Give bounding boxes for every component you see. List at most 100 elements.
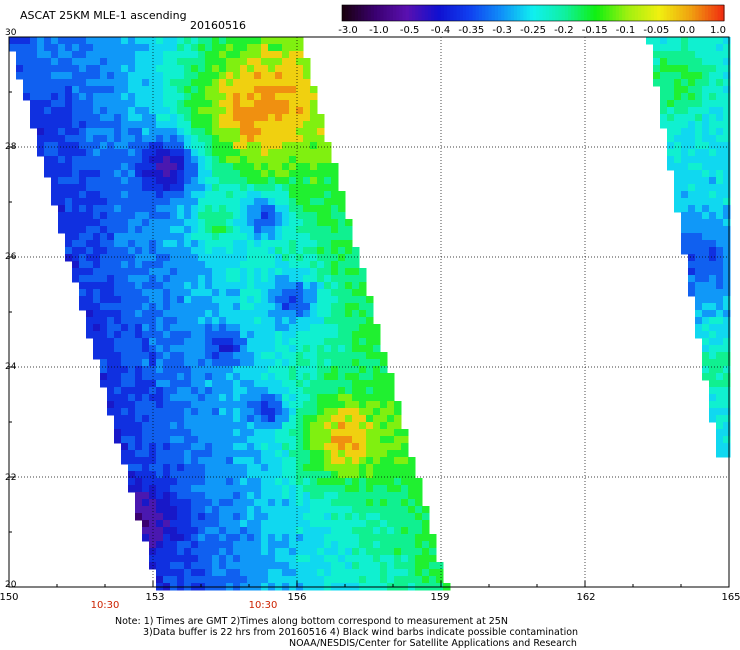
- swath-cell: [44, 107, 52, 115]
- swath-cell: [275, 184, 283, 192]
- swath-cell: [380, 520, 388, 528]
- swath-cell: [282, 576, 290, 584]
- swath-cell: [149, 233, 157, 241]
- swath-cell: [226, 79, 234, 87]
- swath-cell: [233, 149, 241, 157]
- swath-cell: [114, 37, 122, 45]
- swath-cell: [72, 149, 80, 157]
- swath-cell: [338, 366, 346, 374]
- swath-cell: [723, 247, 731, 255]
- swath-cell: [100, 58, 108, 66]
- swath-cell: [142, 527, 150, 535]
- swath-cell: [380, 506, 388, 514]
- swath-cell: [338, 492, 346, 500]
- swath-cell: [695, 261, 703, 269]
- swath-cell: [170, 149, 178, 157]
- swath-cell: [352, 478, 360, 486]
- swath-cell: [156, 219, 164, 227]
- swath-cell: [205, 142, 213, 150]
- swath-cell: [177, 247, 185, 255]
- colorbar-segment: [447, 5, 451, 21]
- swath-cell: [268, 569, 276, 577]
- swath-cell: [338, 345, 346, 353]
- swath-cell: [653, 79, 661, 87]
- swath-cell: [268, 457, 276, 465]
- swath-cell: [177, 268, 185, 276]
- swath-cell: [198, 310, 206, 318]
- swath-cell: [205, 562, 213, 570]
- swath-cell: [240, 415, 248, 423]
- swath-cell: [219, 352, 227, 360]
- swath-cell: [366, 324, 374, 332]
- swath-cell: [184, 576, 192, 584]
- swath-cell: [233, 534, 241, 542]
- swath-cell: [212, 240, 220, 248]
- swath-cell: [114, 212, 122, 220]
- swath-cell: [275, 338, 283, 346]
- colorbar-segment: [427, 5, 432, 21]
- swath-cell: [163, 499, 171, 507]
- swath-cell: [163, 443, 171, 451]
- swath-cell: [156, 478, 164, 486]
- swath-cell: [345, 443, 353, 451]
- swath-cell: [107, 184, 115, 192]
- swath-cell: [331, 233, 339, 241]
- swath-cell: [387, 401, 395, 409]
- swath-cell: [310, 163, 318, 171]
- swath-cell: [212, 37, 220, 45]
- swath-cell: [72, 135, 80, 143]
- swath-cell: [205, 226, 213, 234]
- swath-cell: [121, 219, 129, 227]
- swath-cell: [254, 464, 262, 472]
- swath-cell: [121, 387, 129, 395]
- swath-cell: [681, 44, 689, 52]
- swath-cell: [135, 352, 143, 360]
- swath-cell: [198, 541, 206, 549]
- swath-cell: [394, 422, 402, 430]
- swath-cell: [310, 198, 318, 206]
- swath-cell: [254, 436, 262, 444]
- swath-cell: [44, 44, 52, 52]
- swath-cell: [352, 443, 360, 451]
- graticule: [9, 37, 729, 587]
- swath-cell: [275, 562, 283, 570]
- swath-cell: [191, 513, 199, 521]
- swath-cell: [352, 569, 360, 577]
- swath-cell: [142, 226, 150, 234]
- swath-cell: [205, 135, 213, 143]
- swath-cell: [338, 464, 346, 472]
- swath-cell: [226, 562, 234, 570]
- swath-cell: [324, 338, 332, 346]
- swath-cell: [184, 79, 192, 87]
- swath-cell: [219, 163, 227, 171]
- swath-cell: [233, 331, 241, 339]
- swath-cell: [58, 107, 66, 115]
- swath-cell: [219, 555, 227, 563]
- swath-cell: [282, 513, 290, 521]
- swath-cell: [317, 198, 325, 206]
- swath-cell: [16, 72, 24, 80]
- colorbar-segment: [596, 5, 601, 21]
- swath-cell: [289, 205, 297, 213]
- swath-cell: [93, 275, 101, 283]
- swath-cell: [695, 170, 703, 178]
- swath-cell: [296, 191, 304, 199]
- swath-cell: [184, 415, 192, 423]
- swath-cell: [345, 380, 353, 388]
- swath-cell: [282, 219, 290, 227]
- swath-cell: [338, 513, 346, 521]
- swath-cell: [289, 247, 297, 255]
- swath-cell: [723, 275, 731, 283]
- swath-cell: [247, 380, 255, 388]
- swath-cell: [373, 513, 381, 521]
- colorbar-segment: [676, 5, 681, 21]
- swath-cell: [268, 499, 276, 507]
- swath-cell: [219, 289, 227, 297]
- swath-cell: [114, 177, 122, 185]
- swath-cell: [359, 324, 367, 332]
- swath-cell: [198, 324, 206, 332]
- swath-cell: [156, 198, 164, 206]
- swath-cell: [226, 359, 234, 367]
- swath-cell: [380, 422, 388, 430]
- swath-cell: [191, 296, 199, 304]
